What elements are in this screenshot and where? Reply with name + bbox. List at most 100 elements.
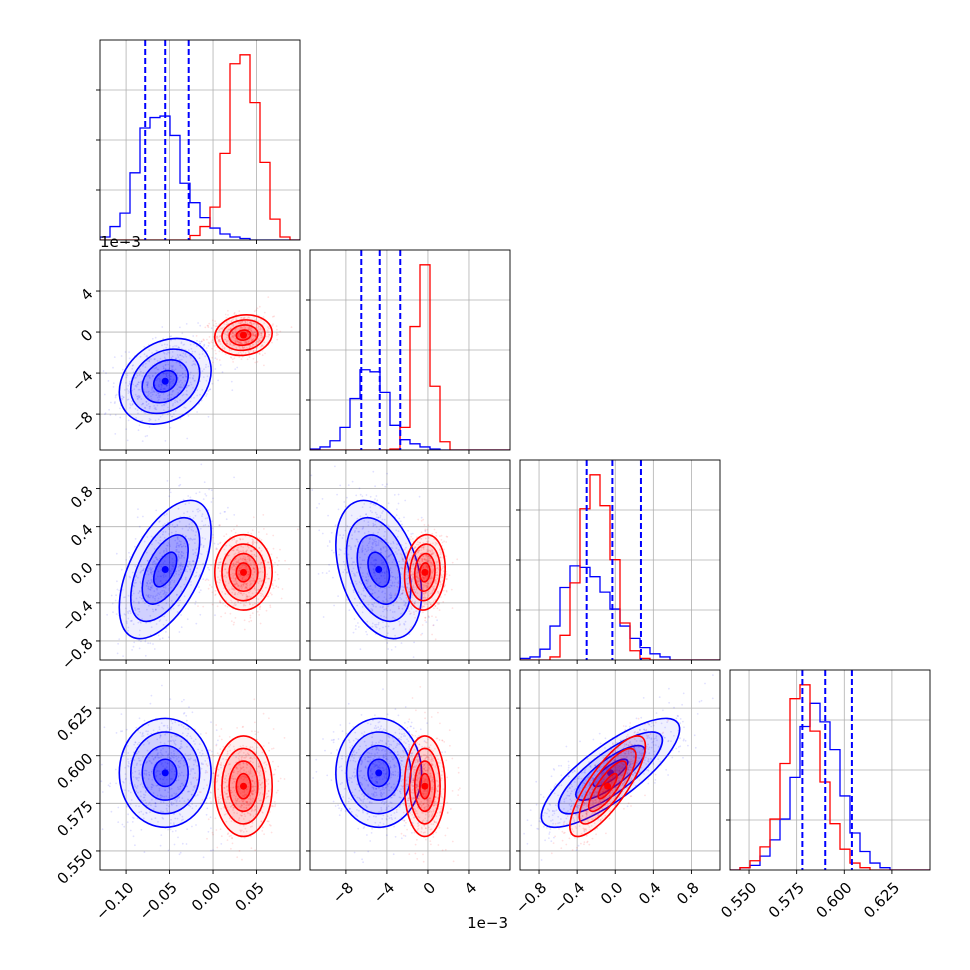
sample-point [254,361,257,364]
sample-point [221,371,224,374]
sample-point [158,385,161,388]
sample-point [148,358,150,361]
sample-point [121,588,124,591]
sample-point [158,520,161,523]
sample-point [186,384,189,387]
sample-point [127,392,130,394]
sample-point [123,613,126,615]
sample-point [159,552,161,554]
sample-point [163,352,166,355]
sample-point [144,435,147,438]
sample-point [439,535,441,538]
sample-point [235,339,238,342]
sample-point [343,501,346,503]
sample-point [238,356,241,359]
sample-point [180,374,182,377]
sample-point [311,489,314,491]
sample-point [114,599,117,602]
sample-point [402,589,405,591]
sample-point [369,495,372,498]
sample-point [256,323,259,326]
sample-point [141,365,144,367]
sample-point [156,350,159,352]
sample-point [160,379,163,382]
sample-point [231,358,234,361]
sample-point [456,558,459,561]
sample-point [221,326,224,329]
sample-point [249,322,251,324]
sample-point [233,514,236,516]
sample-point [147,391,150,393]
sample-point [252,322,255,325]
sample-point [151,567,154,570]
sample-point [171,368,173,371]
sample-point [184,576,187,579]
sample-point [154,595,157,598]
sample-point [126,610,129,613]
sample-point [254,331,256,334]
sample-point [182,376,184,378]
sample-point [255,324,258,326]
sample-point [400,577,402,580]
sample-point [199,342,202,345]
sample-point [188,373,191,376]
sample-point [198,342,201,345]
sample-point [136,672,138,674]
sample-point [189,377,191,379]
sample-point [445,573,448,575]
sample-point [129,407,132,409]
sample-point [148,426,151,428]
sample-point [239,322,242,325]
sample-point [238,341,241,343]
sample-point [120,713,123,715]
sample-point [175,530,177,533]
sample-point [164,585,167,587]
sample-point [134,575,137,578]
sample-point [182,356,185,358]
sample-point [179,389,182,392]
sample-point [203,344,206,347]
sample-point [180,614,183,616]
panel-2-1 [306,459,511,664]
sample-point [155,509,158,512]
sample-point [361,495,364,498]
sample-point [182,552,185,555]
sample-point [250,532,253,535]
sample-point [207,324,210,327]
sample-point [145,381,148,384]
sample-point [250,322,253,324]
sample-point [195,571,198,574]
sample-point [267,331,269,334]
sample-point [246,347,249,350]
sample-point [133,377,136,379]
sample-point [410,607,413,610]
sample-point [215,352,217,355]
sample-point [440,596,442,598]
sample-point [176,611,179,613]
sample-point [137,613,139,616]
sample-point [137,621,140,624]
sample-point [171,355,174,358]
sample-point [248,316,251,319]
sample-point [231,330,234,333]
sample-point [120,568,123,571]
sample-point [153,407,156,410]
sample-point [205,813,208,816]
sample-point [115,613,118,615]
sample-point [148,349,151,351]
sample-point [123,596,125,599]
sample-point [207,579,210,581]
sample-point [185,568,187,571]
sample-point [162,388,165,390]
sample-point [205,379,208,382]
sample-point [168,533,171,535]
sample-point [203,481,206,484]
sample-point [247,316,250,319]
sample-point [160,565,163,568]
sample-point [199,613,202,616]
sample-point [105,372,107,374]
sample-point [163,573,166,575]
sample-point [171,830,174,833]
sample-point [262,335,264,338]
sample-point [127,629,129,632]
